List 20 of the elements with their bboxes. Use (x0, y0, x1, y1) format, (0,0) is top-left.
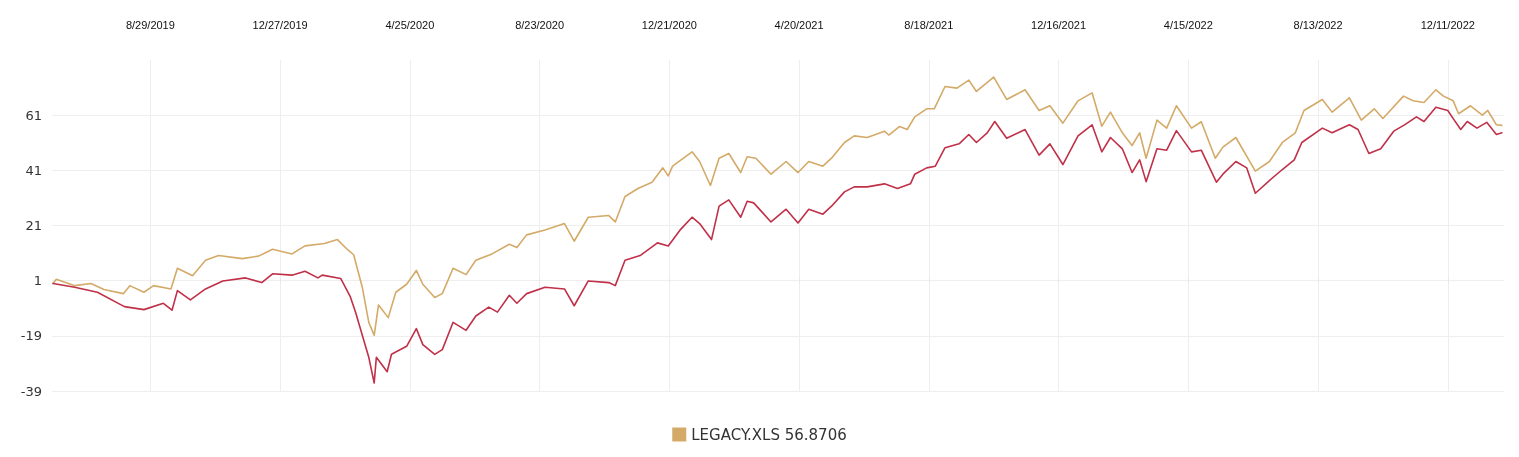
x-tick-label: 8/13/2022 (1293, 18, 1343, 31)
x-tick-label: 12/27/2019 (252, 18, 308, 31)
x-tick-label: 4/25/2020 (385, 18, 435, 31)
legend-label: LEGACY.XLS 56.8706 (691, 425, 847, 444)
y-tick-label: 41 (25, 162, 42, 178)
y-tick-label: -39 (20, 383, 42, 399)
y-tick-label: 21 (25, 218, 42, 233)
x-tick-label: 12/21/2020 (641, 18, 697, 31)
y-tick-label: 61 (25, 107, 42, 123)
x-tick-label: 8/18/2021 (904, 18, 954, 31)
line-series (52, 106, 1503, 384)
x-tick-label: 12/16/2021 (1031, 18, 1087, 31)
x-tick-label: 8/29/2019 (125, 18, 175, 31)
x-tick-label: 4/15/2022 (1163, 18, 1213, 31)
y-tick-label: -19 (20, 328, 42, 344)
y-tick-label: 1 (33, 273, 42, 289)
x-tick-label: 4/20/2021 (774, 18, 824, 31)
x-tick-label: 8/23/2020 (515, 18, 565, 31)
line-series (52, 76, 1503, 337)
x-tick-label: 12/11/2022 (1420, 18, 1475, 31)
